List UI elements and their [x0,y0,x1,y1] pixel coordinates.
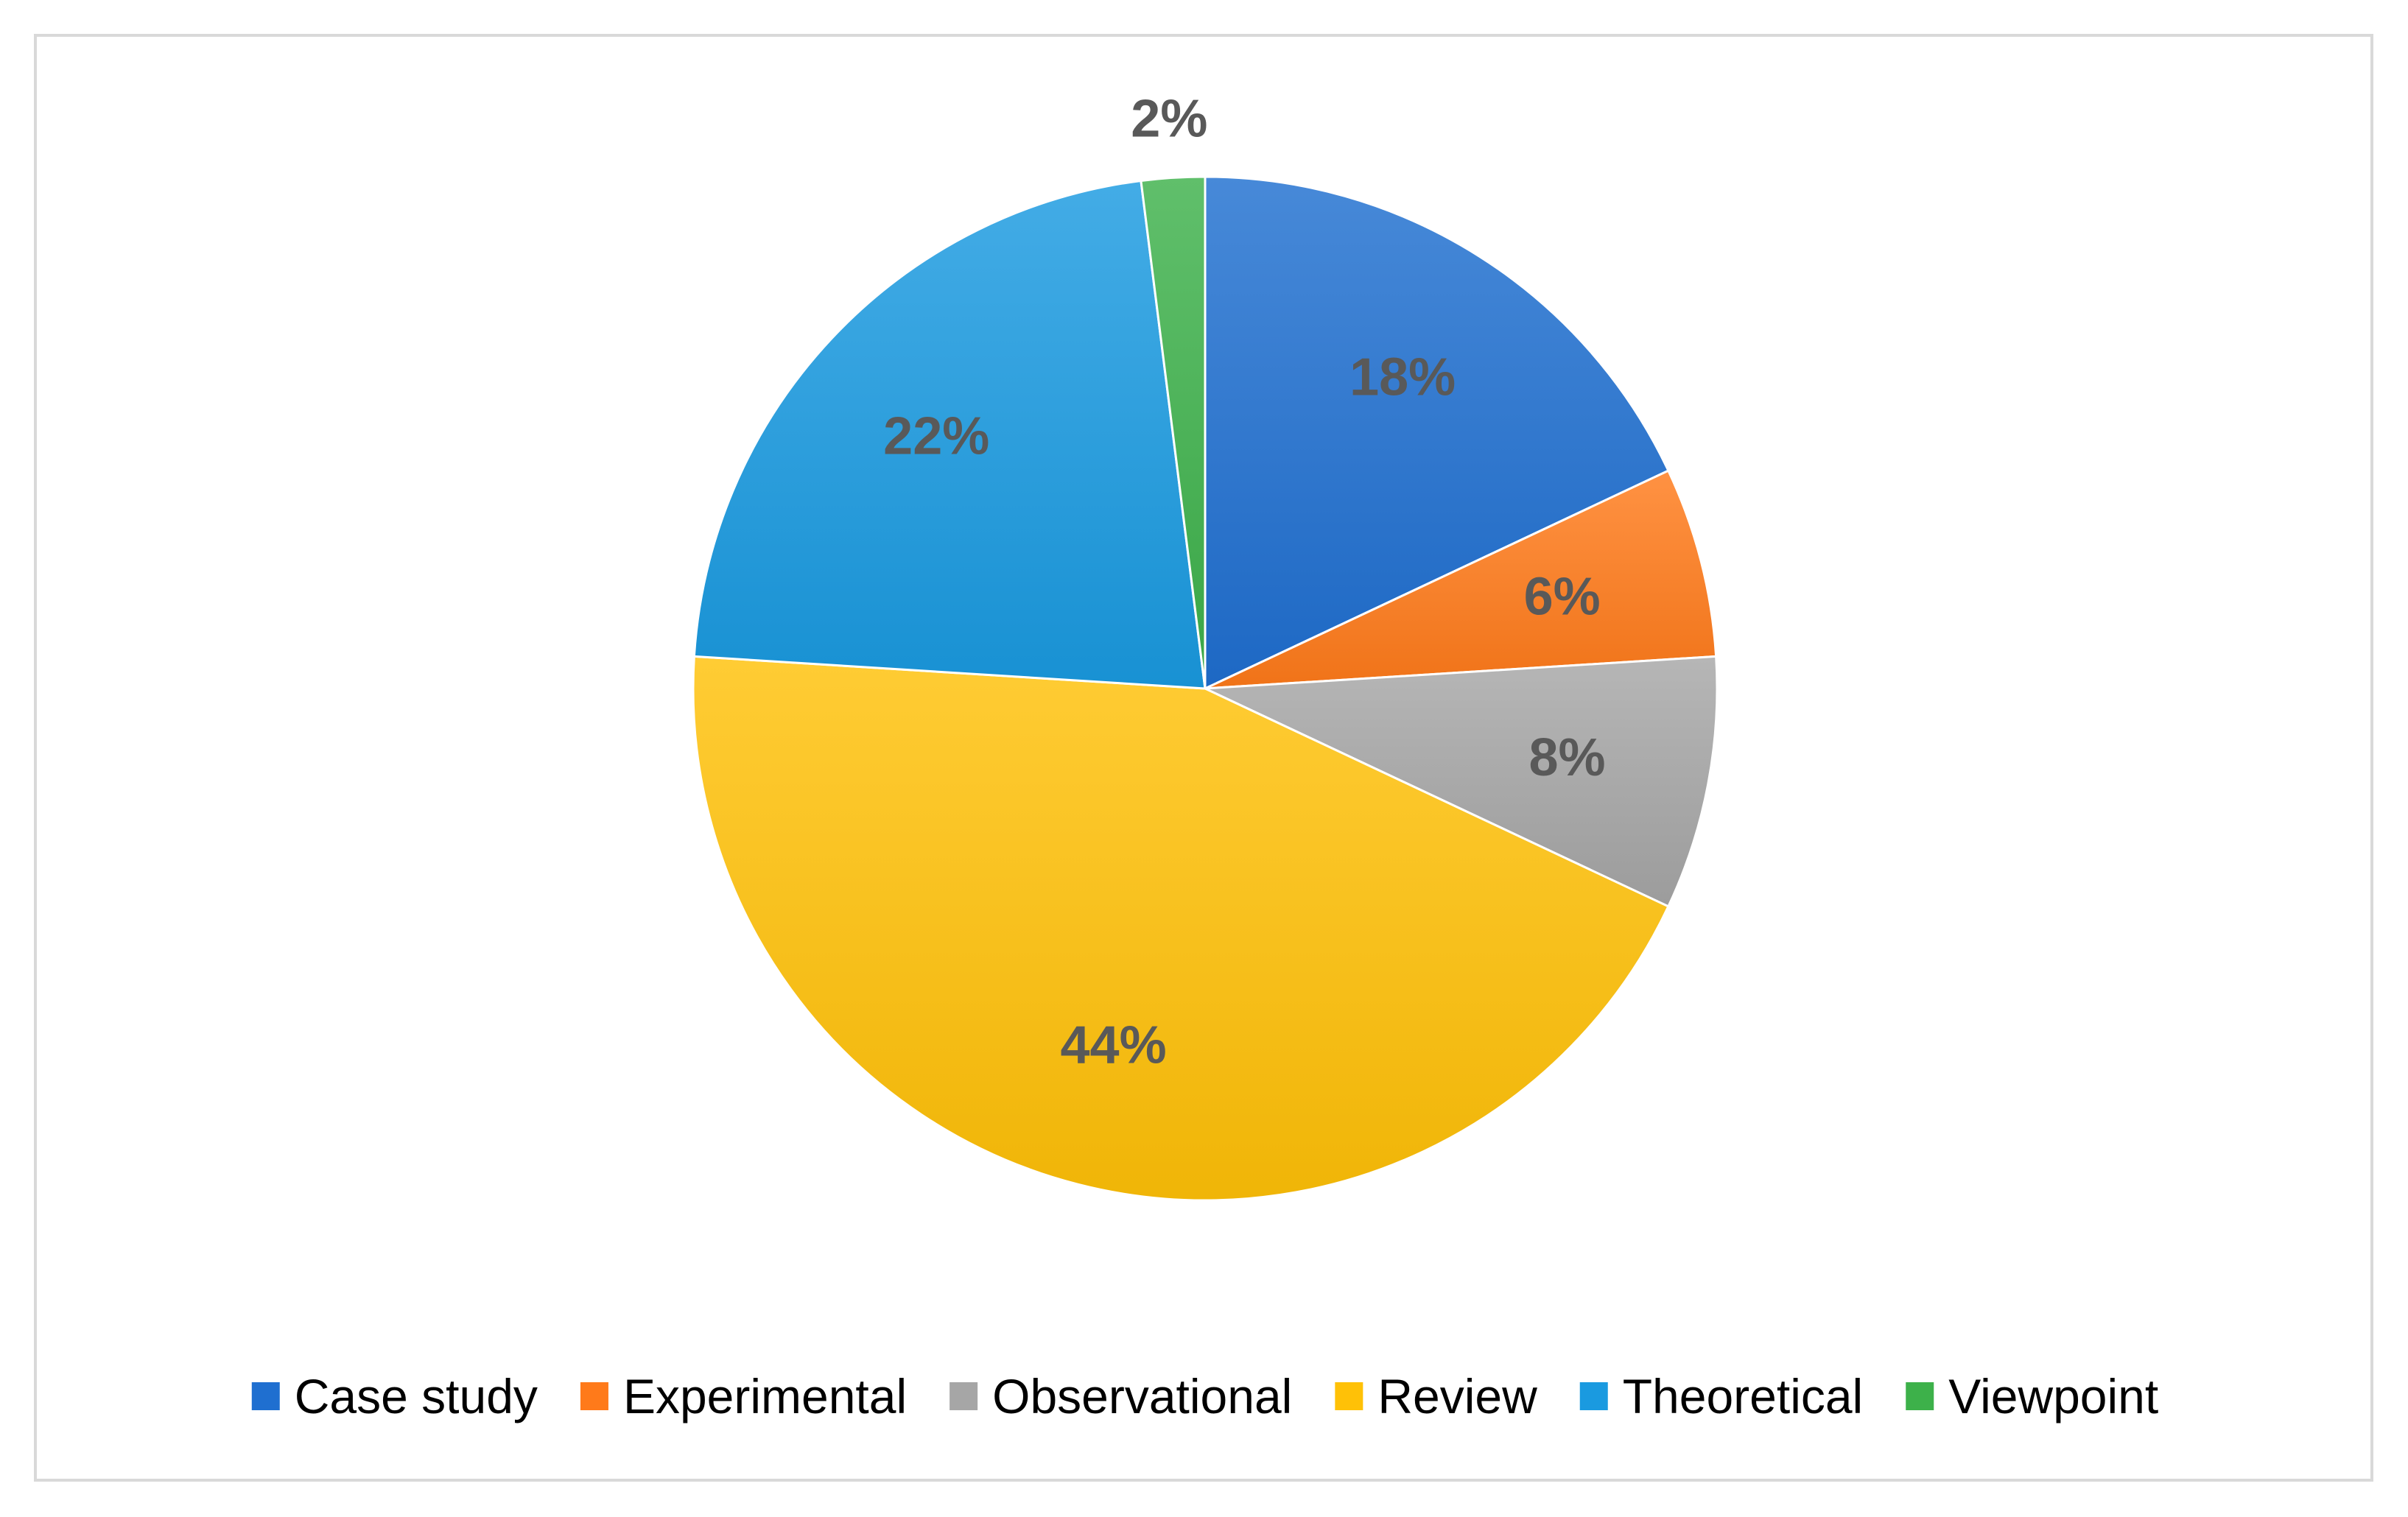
legend-swatch-case-study [251,1382,280,1410]
pie-slices [692,175,1719,1202]
legend-item-case-study: Case study [251,1369,538,1423]
legend-label-experimental: Experimental [623,1369,907,1423]
legend-swatch-review [1335,1382,1363,1410]
legend-label-observational: Observational [992,1369,1292,1423]
pie-slice-review [692,655,1670,1202]
legend-label-review: Review [1377,1369,1537,1423]
pie-slice-viewpoint [1140,175,1207,689]
legend-item-theoretical: Theoretical [1579,1369,1864,1423]
legend-item-observational: Observational [949,1369,1292,1423]
legend-label-viewpoint: Viewpoint [1948,1369,2158,1423]
data-label-theoretical: 22% [883,406,989,465]
pie-data-labels: 18% 6% 8% 44% 22% 2% [883,90,1605,1075]
legend-item-experimental: Experimental [580,1369,907,1423]
pie-slice-observational [1204,655,1719,908]
legend-item-review: Review [1335,1369,1537,1423]
pie-slice-experimental [1204,469,1718,690]
pie-slice-case-study [1204,175,1670,691]
legend: Case study Experimental Observational Revie… [251,1369,2158,1423]
legend-label-case-study: Case study [295,1369,538,1423]
data-label-review: 44% [1061,1016,1167,1075]
pie-slice-theoretical [692,179,1207,690]
data-label-case-study: 18% [1349,348,1456,406]
data-label-experimental: 6% [1524,568,1601,627]
legend-swatch-experimental [580,1382,608,1410]
legend-swatch-observational [949,1382,978,1410]
legend-label-theoretical: Theoretical [1623,1369,1864,1423]
legend-swatch-theoretical [1579,1382,1608,1410]
data-label-observational: 8% [1529,728,1606,787]
data-label-viewpoint: 2% [1131,90,1207,149]
legend-item-viewpoint: Viewpoint [1906,1369,2158,1423]
legend-swatch-viewpoint [1906,1382,1934,1410]
